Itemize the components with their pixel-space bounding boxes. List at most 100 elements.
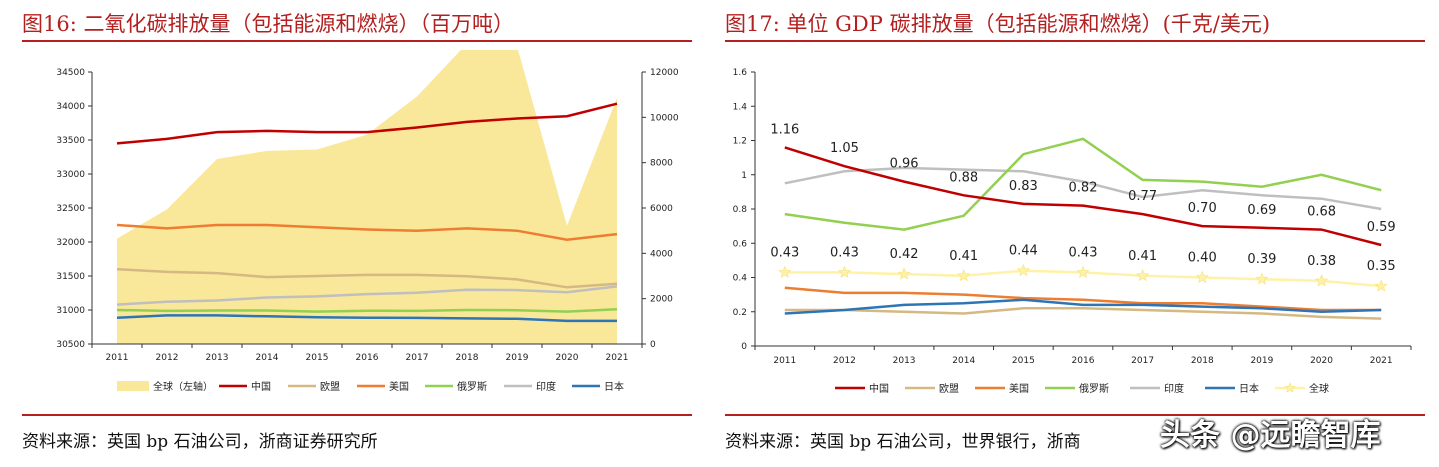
- data-label: 0.82: [1069, 181, 1098, 196]
- data-label: 0.41: [949, 249, 978, 264]
- data-label: 0.42: [890, 247, 919, 262]
- legend-label: 俄罗斯: [457, 380, 487, 393]
- x-tick-label: 2020: [1310, 356, 1333, 366]
- line-series-俄罗斯: [784, 137, 1382, 231]
- legend-swatch: [117, 381, 149, 391]
- legend-label: 中国: [869, 382, 889, 395]
- x-tick-label: 2014: [952, 356, 975, 366]
- data-label: 0.68: [1307, 205, 1336, 220]
- x-tick-label: 2015: [1012, 356, 1035, 366]
- x-tick-label: 2011: [773, 356, 796, 366]
- line-series-日本: [116, 314, 617, 323]
- source-rule: [22, 414, 692, 416]
- data-marker-star: [778, 265, 792, 278]
- y-tick-label: 1.4: [733, 102, 748, 112]
- legend-label: 美国: [389, 380, 409, 393]
- x-tick-label: 2021: [1370, 356, 1393, 366]
- data-label: 0.44: [1009, 244, 1038, 259]
- chart-title: 图16: 二氧化碳排放量（包括能源和燃烧）（百万吨）: [22, 12, 514, 36]
- data-marker-star: [1076, 265, 1090, 278]
- data-label: 0.83: [1009, 179, 1038, 194]
- legend-label: 欧盟: [320, 381, 340, 393]
- y-tick-label-right: 10000: [650, 113, 679, 123]
- line-series-日本: [784, 298, 1382, 315]
- source-note: 资料来源：英国 bp 石油公司，浙商证券研究所: [22, 432, 378, 452]
- line-series-中国: [784, 146, 1382, 247]
- data-label: 0.43: [830, 245, 859, 260]
- y-tick-label-left: 30500: [56, 340, 85, 350]
- x-tick-label: 2012: [156, 353, 179, 363]
- x-tick-label: 2017: [1131, 356, 1154, 366]
- chart-panel-right: 图17: 单位 GDP 碳排放量（包括能源和燃烧）(千克/美元) 0 0.2 0.4…: [725, 0, 1425, 467]
- x-tick-label: 2013: [206, 353, 229, 363]
- legend-label: 全球（左轴）: [153, 380, 213, 393]
- data-marker-star: [1016, 263, 1030, 277]
- area-series-global: [117, 50, 617, 344]
- y-tick-label-left: 34000: [56, 102, 85, 112]
- data-label: 0.77: [1128, 189, 1157, 204]
- y-tick-label: 0.2: [733, 308, 747, 318]
- y-tick-label-right: 8000: [650, 159, 673, 169]
- co2-per-gdp-chart: 0 0.2 0.4 0.6 0.8 1 1.2 1.4 1.6 2011 2012 2013 2014 2…: [733, 68, 1412, 395]
- data-marker-star: [957, 268, 971, 282]
- line-series-欧盟: [784, 307, 1382, 320]
- x-tick-label: 2017: [406, 353, 429, 363]
- y-tick-label: 0.8: [733, 205, 748, 215]
- line-series-印度: [116, 285, 618, 306]
- data-marker-star: [1315, 274, 1329, 287]
- data-label: 0.38: [1307, 254, 1336, 269]
- x-tick-label: 2020: [556, 353, 579, 363]
- x-tick-label: 2012: [833, 356, 856, 366]
- title-rule: [22, 40, 692, 42]
- x-tick-label: 2015: [306, 353, 329, 363]
- x-tick-label: 2019: [1250, 356, 1273, 366]
- data-marker-star: [897, 267, 911, 280]
- x-tick-label: 2016: [1072, 356, 1095, 366]
- data-label: 0.41: [1128, 249, 1157, 264]
- y-tick-label-right: 0: [650, 340, 656, 350]
- y-tick-label-right: 12000: [650, 68, 679, 78]
- legend-label: 美国: [1009, 382, 1029, 395]
- legend-label: 印度: [536, 380, 556, 393]
- data-marker-star: [837, 265, 851, 278]
- y-tick-label: 0.4: [733, 274, 748, 284]
- data-label: 0.39: [1247, 252, 1276, 267]
- co2-emissions-chart: 30500 31000 31500 32000 32500 33000 33500 34000…: [56, 50, 679, 393]
- data-marker-star: [1195, 270, 1209, 284]
- y-tick-label-left: 33000: [56, 170, 85, 180]
- y-tick-label: 1: [741, 171, 747, 181]
- y-tick-label-left: 31500: [56, 272, 85, 282]
- x-tick-label: 2014: [256, 353, 279, 363]
- legend-label: 印度: [1164, 382, 1184, 395]
- data-label: 0.70: [1188, 201, 1217, 216]
- y-tick-label-right: 6000: [650, 204, 673, 214]
- x-tick-label: 2019: [506, 353, 529, 363]
- data-label: 1.05: [830, 141, 859, 156]
- legend-label: 中国: [251, 380, 271, 393]
- data-label: 0.43: [1069, 245, 1098, 260]
- y-tick-label: 0: [741, 342, 747, 352]
- data-marker-star: [1255, 272, 1269, 285]
- x-tick-label: 2021: [606, 353, 629, 363]
- legend-marker-star: [1284, 382, 1296, 393]
- line-series-俄罗斯: [116, 308, 618, 313]
- data-marker-star: [1136, 268, 1150, 282]
- x-tick-label: 2018: [1191, 356, 1214, 366]
- y-tick-label-left: 33500: [56, 136, 85, 146]
- x-tick-label: 2013: [893, 356, 916, 366]
- data-label: 0.40: [1188, 251, 1217, 266]
- x-tick-label: 2016: [356, 353, 379, 363]
- data-label: 0.43: [770, 245, 799, 260]
- data-label: 0.88: [949, 170, 978, 185]
- data-label: 0.69: [1247, 203, 1276, 218]
- chart-title: 图17: 单位 GDP 碳排放量（包括能源和燃烧）(千克/美元): [725, 12, 1271, 36]
- x-tick-label: 2018: [456, 353, 479, 363]
- line-series-印度: [784, 166, 1382, 211]
- y-tick-label-right: 2000: [650, 295, 673, 305]
- y-tick-label: 0.6: [733, 239, 748, 249]
- y-tick-label-left: 34500: [56, 68, 85, 78]
- watermark: 头条 @远瞻智库: [1160, 418, 1381, 453]
- data-marker-star: [1374, 279, 1388, 292]
- legend-label: 日本: [1239, 382, 1259, 395]
- y-tick-label-left: 31000: [56, 306, 85, 316]
